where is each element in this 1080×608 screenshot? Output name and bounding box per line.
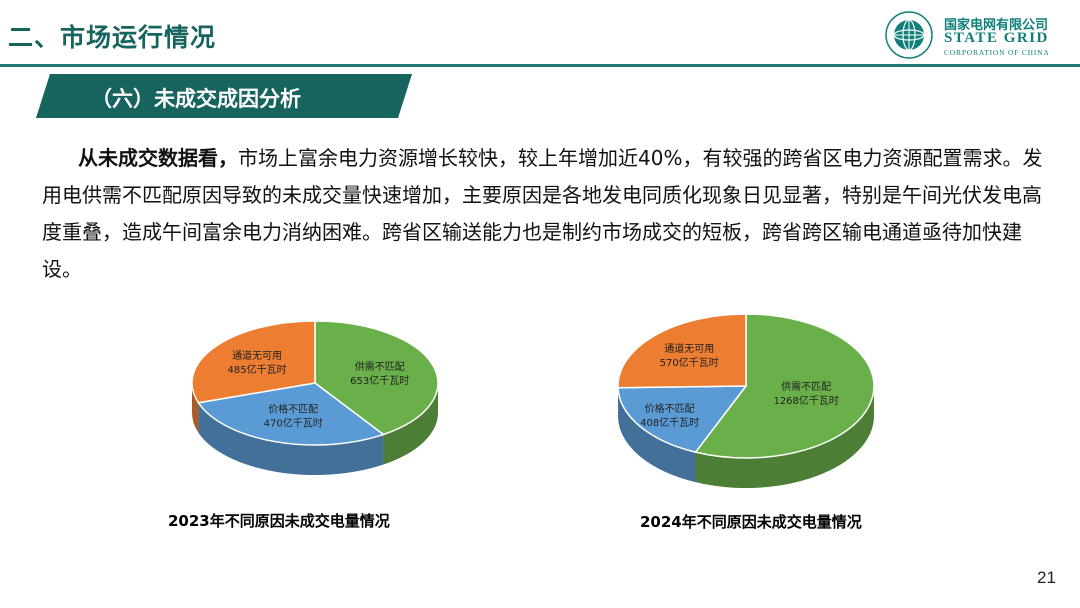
- pie-slice: [694, 313, 875, 459]
- slice-value-label: 653亿千瓦时: [350, 374, 409, 387]
- slice-label: 价格不匹配: [268, 402, 318, 415]
- pie-slice-side: [618, 387, 696, 483]
- slice-value-label: 485亿千瓦时: [228, 363, 287, 376]
- pie-slice: [617, 385, 748, 454]
- banner-shape: [36, 74, 412, 118]
- chart-caption-2024: 2024年不同原因未成交电量情况: [640, 513, 862, 531]
- logo-english-name: STATE GRID: [944, 30, 1049, 46]
- paragraph-text: 市场上富余电力资源增长较快，较上年增加近40%，有较强的跨省区电力资源配置需求。…: [42, 146, 1043, 281]
- pie-side-walls: [192, 383, 438, 475]
- slice-label: 价格不匹配: [645, 402, 695, 415]
- slice-value-label: 1268亿千瓦时: [773, 394, 838, 407]
- state-grid-globe-icon: [885, 11, 933, 59]
- slice-label: 供需不匹配: [355, 360, 405, 373]
- pie-slice-side: [695, 386, 874, 488]
- pie-slice: [191, 320, 316, 404]
- page-number: 21: [1037, 568, 1056, 587]
- slice-label: 通道无可用: [232, 349, 282, 362]
- subsection-title: （六）未成交成因分析: [91, 87, 301, 111]
- slice-value-label: 470亿千瓦时: [264, 416, 323, 429]
- section-title: 二、市场运行情况: [8, 23, 217, 52]
- analysis-paragraph: 从未成交数据看，市场上富余电力资源增长较快，较上年增加近40%，有较强的跨省区电…: [42, 140, 1057, 288]
- pie-slice-side: [383, 383, 438, 465]
- pie-slice-side: [198, 402, 384, 475]
- paragraph-lead: 从未成交数据看，: [78, 146, 238, 170]
- header-divider: [0, 64, 1080, 67]
- slice-value-label: 570亿千瓦时: [660, 356, 719, 369]
- pie-slice: [617, 313, 747, 389]
- slice-label: 供需不匹配: [781, 380, 831, 393]
- slide-header: 二、市场运行情况 国家电网有限公司 STATE GRID CORPORATION…: [0, 0, 1080, 70]
- logo-chinese-name: 国家电网有限公司: [944, 18, 1049, 33]
- chart-caption-2023: 2023年不同原因未成交电量情况: [168, 512, 390, 530]
- pie-slice-side: [192, 383, 199, 433]
- logo-subtitle: CORPORATION OF CHINA: [944, 48, 1050, 57]
- company-logo: 国家电网有限公司 STATE GRID CORPORATION OF CHINA: [884, 6, 1074, 62]
- pie-slice: [197, 382, 386, 446]
- slice-value-label: 408亿千瓦时: [640, 416, 699, 429]
- slice-label: 通道无可用: [664, 342, 714, 355]
- subsection-banner: （六）未成交成因分析: [36, 74, 412, 118]
